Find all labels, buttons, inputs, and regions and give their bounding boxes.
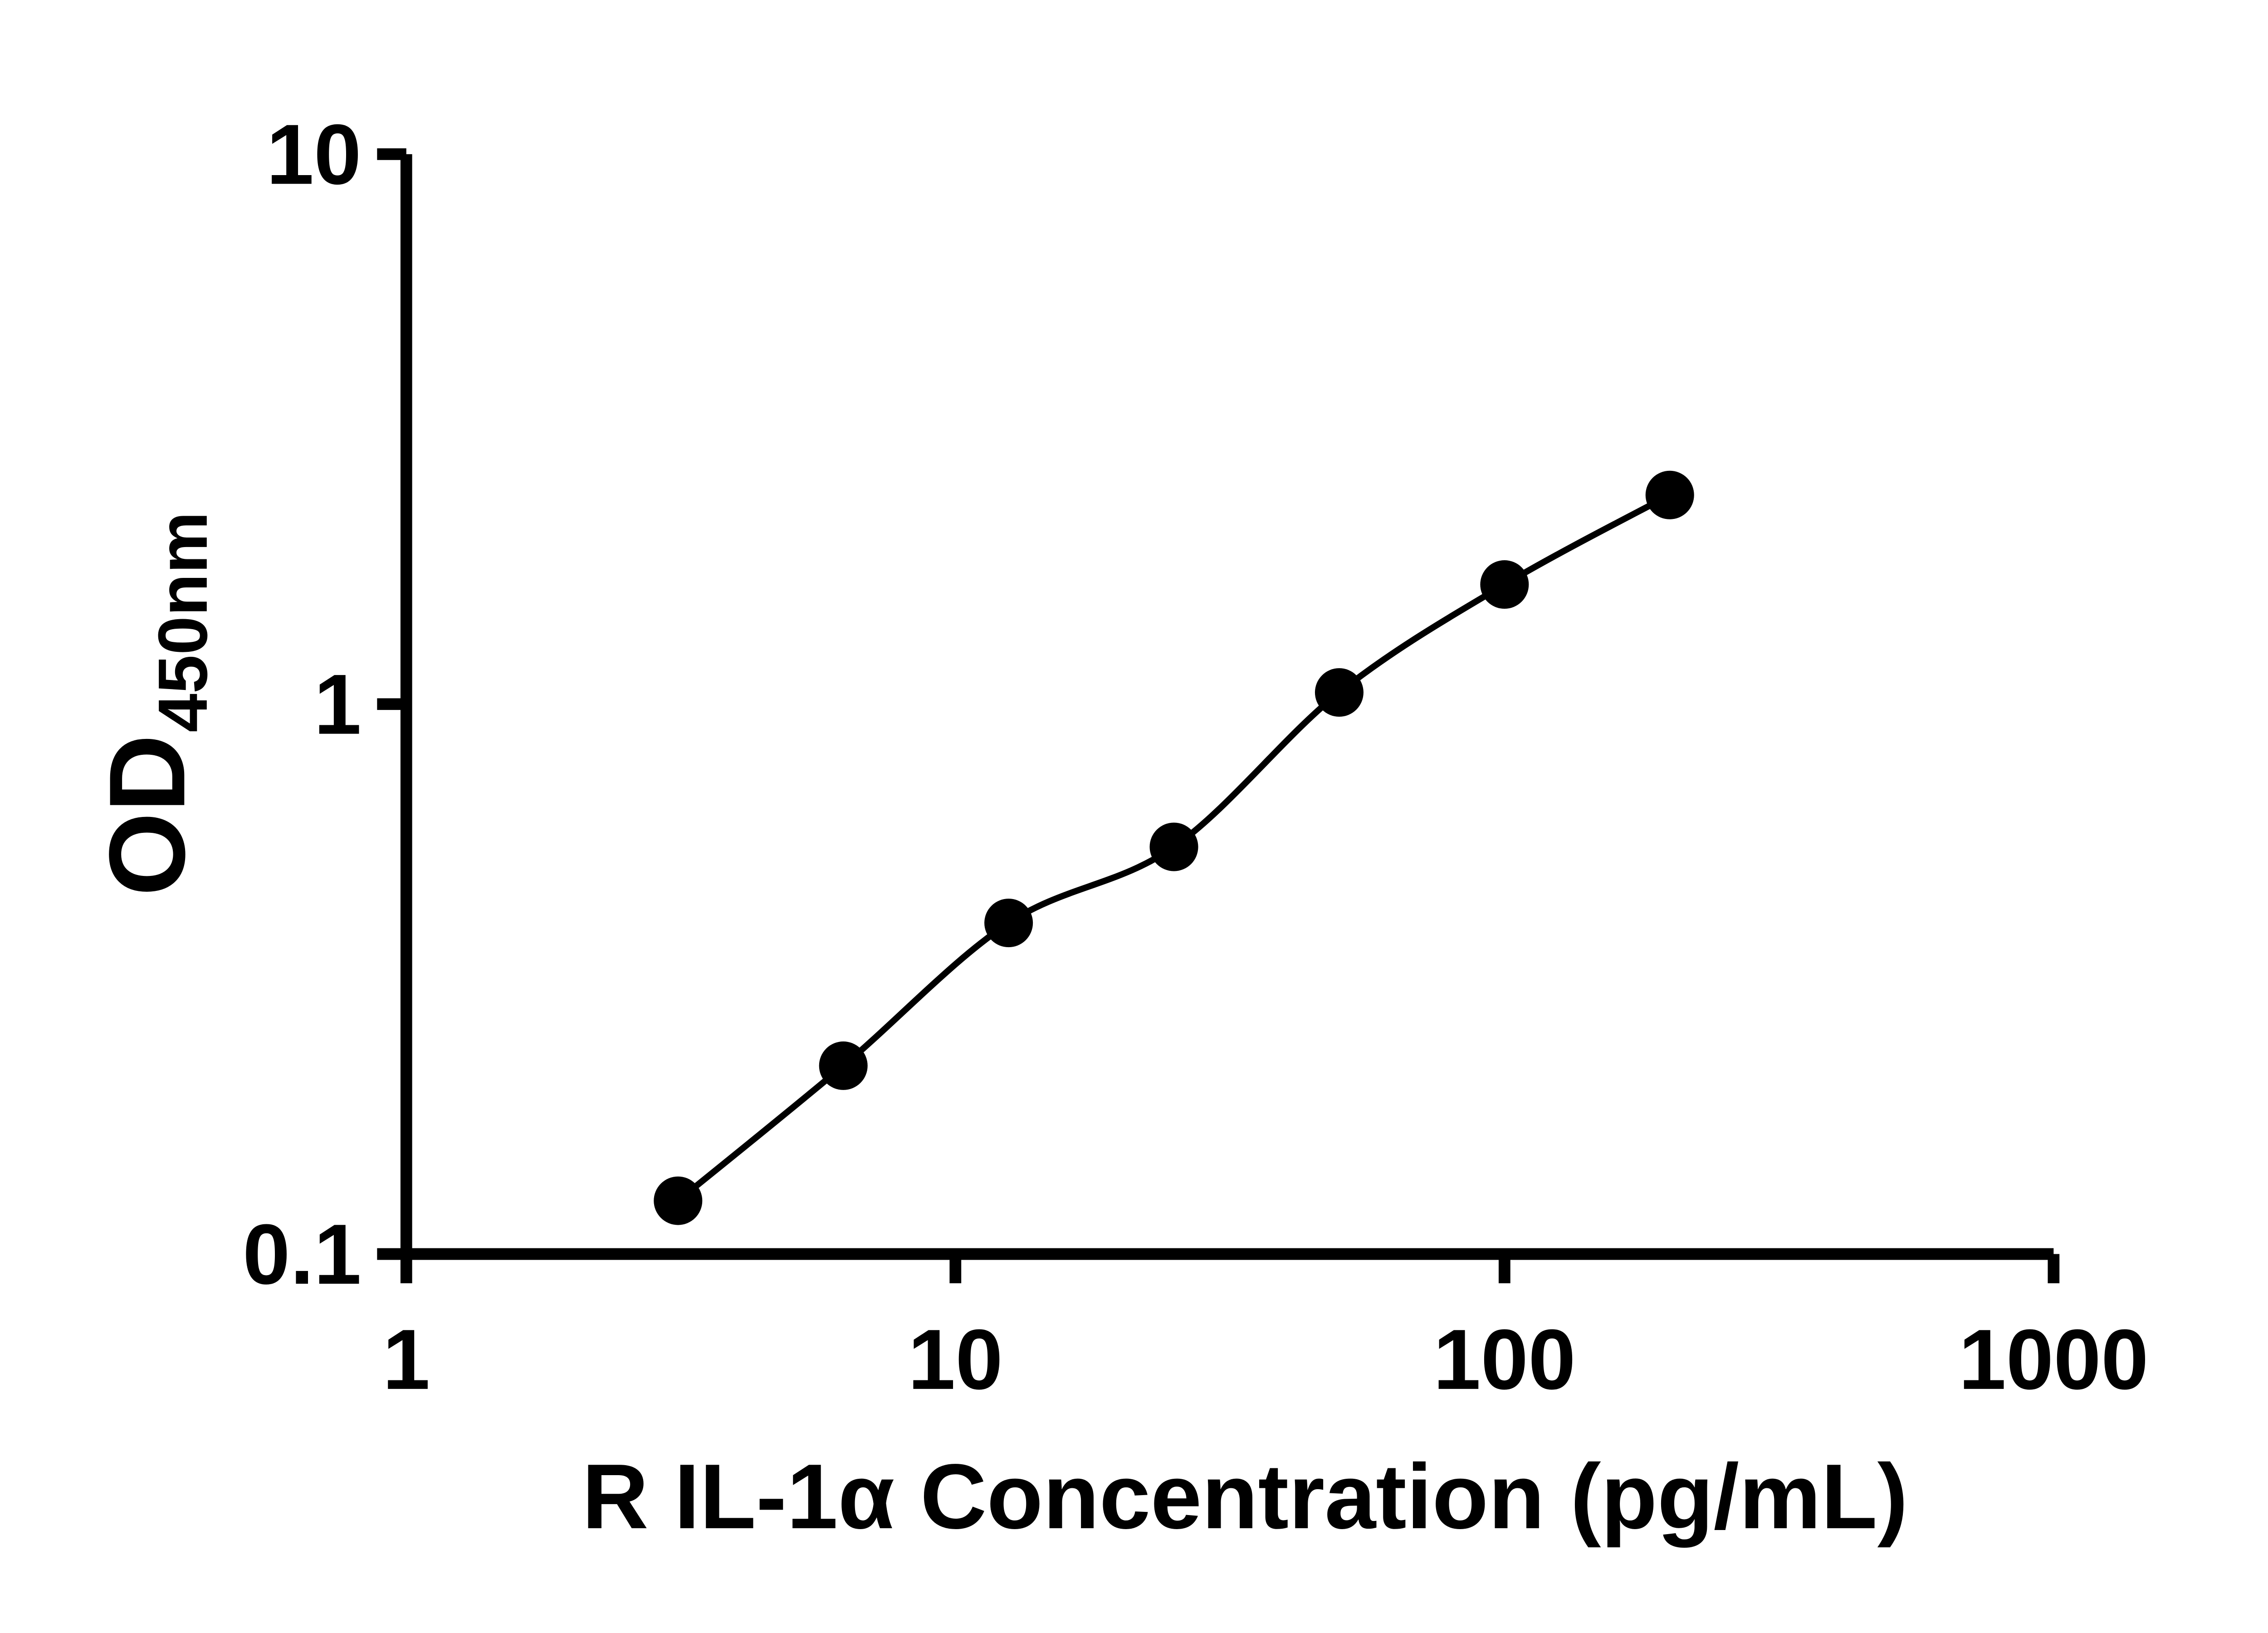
x-tick-label: 1000 <box>1959 1312 2149 1407</box>
x-tick-label: 100 <box>1433 1312 1576 1407</box>
data-point <box>1480 560 1529 609</box>
x-axis-title: R IL-1α Concentration (pg/mL) <box>582 1445 1908 1548</box>
data-point <box>1149 822 1198 871</box>
x-tick-label: 1 <box>382 1312 430 1407</box>
y-axis-title: OD 450nm <box>87 512 222 896</box>
y-tick-label: 1 <box>314 657 362 752</box>
data-point <box>1645 470 1694 519</box>
y-axis-title-subscript: 450nm <box>144 512 222 733</box>
x-tick-label: 10 <box>908 1312 1003 1407</box>
data-point <box>819 1041 868 1090</box>
y-tick-label: 10 <box>266 107 361 202</box>
data-point <box>654 1176 703 1225</box>
data-point <box>984 899 1033 948</box>
y-axis-title-main: OD <box>87 734 207 896</box>
y-tick-label: 0.1 <box>243 1207 362 1302</box>
data-point <box>1315 668 1364 717</box>
